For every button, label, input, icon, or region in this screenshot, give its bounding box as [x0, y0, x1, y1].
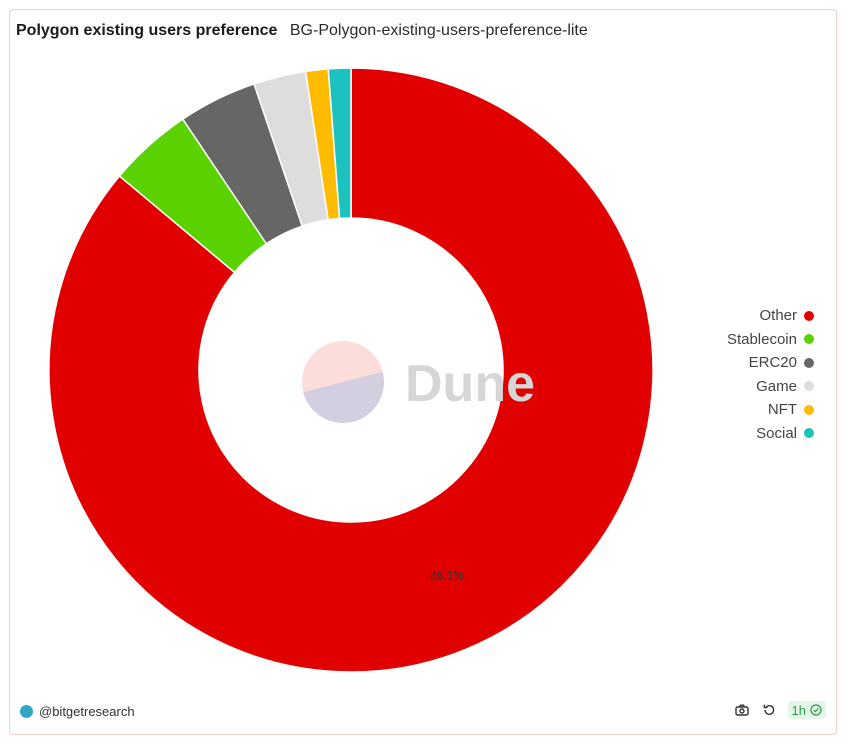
avatar	[20, 705, 33, 718]
footer-actions: 1h	[734, 701, 826, 719]
legend-label: Stablecoin	[726, 330, 797, 348]
legend-item-erc20[interactable]: ERC20	[727, 351, 814, 375]
legend-label: Other	[759, 307, 797, 325]
data-label-other: 86.1%	[430, 569, 464, 583]
legend-item-stablecoin[interactable]: Stablecoin	[727, 328, 814, 352]
camera-icon[interactable]	[734, 702, 750, 718]
legend-label: Game	[756, 377, 797, 395]
legend-item-game[interactable]: Game	[727, 375, 814, 399]
refresh-interval-badge[interactable]: 1h	[787, 701, 826, 719]
slice-other[interactable]	[48, 67, 654, 673]
legend-swatch	[804, 404, 814, 415]
footer-user[interactable]: @bitgetresearch	[20, 704, 135, 719]
slice-social[interactable]	[327, 67, 352, 220]
legend-item-nft[interactable]: NFT	[727, 398, 814, 422]
legend-label: NFT	[767, 401, 797, 419]
refresh-interval-label: 1h	[791, 702, 806, 718]
query-name[interactable]: BG-Polygon-existing-users-preference-lit…	[289, 22, 588, 39]
legend-item-other[interactable]: Other	[727, 304, 814, 328]
legend-swatch	[804, 310, 814, 321]
footer-username: @bitgetresearch	[39, 704, 135, 719]
refresh-icon[interactable]	[761, 702, 777, 718]
watermark-text: Dune	[405, 355, 535, 413]
legend-swatch	[804, 381, 814, 392]
chart-legend: Other Stablecoin ERC20 Game NFT Social	[727, 304, 814, 445]
legend-swatch	[804, 357, 814, 368]
chart-header: Polygon existing users preference BG-Pol…	[16, 22, 588, 40]
check-circle-icon	[810, 704, 822, 716]
legend-label: Social	[756, 424, 797, 442]
legend-label: ERC20	[748, 354, 797, 372]
dune-watermark: Dune	[302, 341, 535, 423]
legend-swatch	[804, 428, 814, 439]
chart-title: Polygon existing users preference	[16, 22, 278, 39]
legend-swatch	[804, 334, 814, 345]
legend-item-social[interactable]: Social	[727, 422, 814, 446]
